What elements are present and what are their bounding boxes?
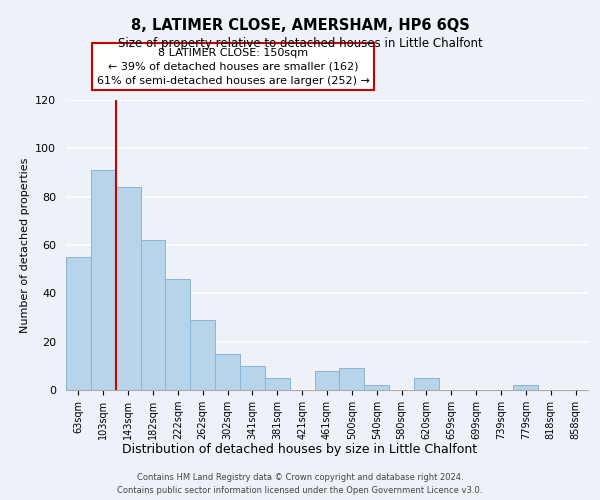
- Text: Distribution of detached houses by size in Little Chalfont: Distribution of detached houses by size …: [122, 442, 478, 456]
- Bar: [215, 354, 240, 390]
- Text: 8, LATIMER CLOSE, AMERSHAM, HP6 6QS: 8, LATIMER CLOSE, AMERSHAM, HP6 6QS: [131, 18, 469, 32]
- Bar: [414, 378, 439, 390]
- Y-axis label: Number of detached properties: Number of detached properties: [20, 158, 29, 332]
- Bar: [514, 385, 538, 390]
- Bar: [314, 370, 340, 390]
- Bar: [166, 279, 190, 390]
- Bar: [240, 366, 265, 390]
- Bar: [116, 187, 140, 390]
- Text: Size of property relative to detached houses in Little Chalfont: Size of property relative to detached ho…: [118, 38, 482, 51]
- Text: Contains public sector information licensed under the Open Government Licence v3: Contains public sector information licen…: [118, 486, 482, 495]
- Bar: [265, 378, 290, 390]
- Bar: [140, 240, 166, 390]
- Bar: [190, 320, 215, 390]
- Bar: [340, 368, 364, 390]
- Bar: [91, 170, 116, 390]
- Text: 8 LATIMER CLOSE: 150sqm
← 39% of detached houses are smaller (162)
61% of semi-d: 8 LATIMER CLOSE: 150sqm ← 39% of detache…: [97, 48, 370, 86]
- Bar: [364, 385, 389, 390]
- Text: Contains HM Land Registry data © Crown copyright and database right 2024.: Contains HM Land Registry data © Crown c…: [137, 472, 463, 482]
- Bar: [66, 257, 91, 390]
